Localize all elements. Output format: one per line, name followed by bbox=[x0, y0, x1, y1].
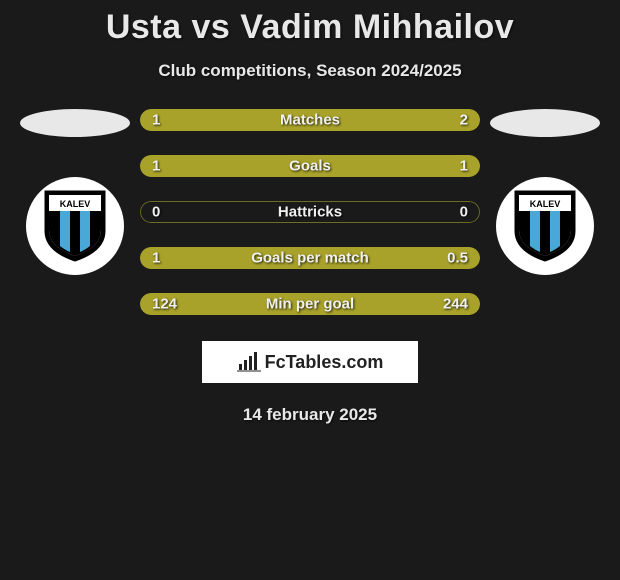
stat-value-left: 124 bbox=[152, 296, 177, 313]
stat-value-right: 0 bbox=[460, 204, 468, 221]
stat-bar: 0 Hattricks 0 bbox=[140, 201, 480, 223]
stat-value-left: 1 bbox=[152, 158, 160, 175]
stat-label: Goals per match bbox=[251, 250, 369, 267]
player-oval-right bbox=[490, 109, 600, 137]
stat-value-left: 0 bbox=[152, 204, 160, 221]
brand-box[interactable]: FcTables.com bbox=[202, 341, 418, 383]
stat-fill-right bbox=[310, 155, 480, 177]
team-logo-right: KALEV bbox=[496, 177, 594, 275]
stat-label: Min per goal bbox=[266, 296, 354, 313]
stats-column: 1 Matches 2 1 Goals 1 0 Hattricks 0 1 Goals per ma… bbox=[135, 109, 485, 315]
shield-icon: KALEV bbox=[43, 189, 107, 263]
stat-label: Hattricks bbox=[278, 204, 342, 221]
stat-bar: 1 Goals per match 0.5 bbox=[140, 247, 480, 269]
team-logo-left: KALEV bbox=[26, 177, 124, 275]
bar-chart-icon bbox=[237, 352, 261, 372]
stat-value-right: 244 bbox=[443, 296, 468, 313]
left-column: KALEV bbox=[15, 109, 135, 275]
stat-value-right: 2 bbox=[460, 112, 468, 129]
right-column: KALEV bbox=[485, 109, 605, 275]
page-title: Usta vs Vadim Mihhailov bbox=[0, 0, 620, 47]
stat-label: Matches bbox=[280, 112, 340, 129]
subtitle: Club competitions, Season 2024/2025 bbox=[0, 61, 620, 81]
svg-text:KALEV: KALEV bbox=[60, 199, 91, 209]
stat-value-right: 1 bbox=[460, 158, 468, 175]
stat-fill-left bbox=[140, 155, 310, 177]
stat-bar: 124 Min per goal 244 bbox=[140, 293, 480, 315]
stat-bar: 1 Goals 1 bbox=[140, 155, 480, 177]
stat-value-right: 0.5 bbox=[447, 250, 468, 267]
stat-value-left: 1 bbox=[152, 250, 160, 267]
stat-value-left: 1 bbox=[152, 112, 160, 129]
player-oval-left bbox=[20, 109, 130, 137]
shield-icon: KALEV bbox=[513, 189, 577, 263]
svg-text:KALEV: KALEV bbox=[530, 199, 561, 209]
stat-label: Goals bbox=[289, 158, 331, 175]
content-wrap: KALEV 1 Matches 2 1 Goals 1 0 Hattricks 0 1 Goals … bbox=[0, 109, 620, 315]
date-line: 14 february 2025 bbox=[0, 405, 620, 425]
stat-bar: 1 Matches 2 bbox=[140, 109, 480, 131]
brand-text: FcTables.com bbox=[265, 352, 384, 373]
